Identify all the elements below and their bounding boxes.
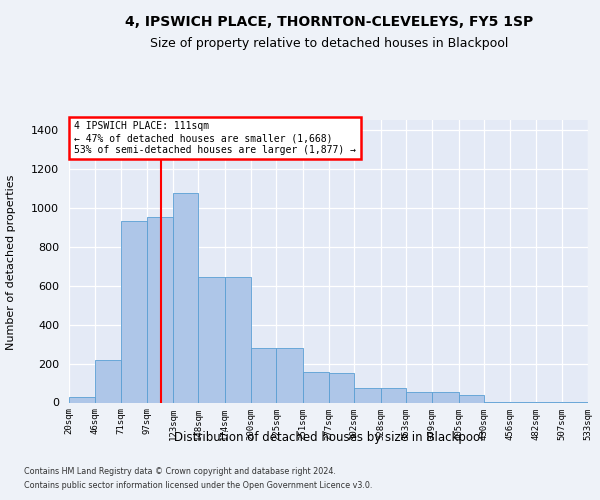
Text: Number of detached properties: Number of detached properties: [6, 175, 16, 350]
Bar: [303, 372, 329, 402]
Bar: [458, 395, 484, 402]
Bar: [380, 388, 406, 402]
Bar: [329, 374, 354, 402]
Bar: [277, 348, 303, 403]
Bar: [199, 277, 225, 402]
Text: Distribution of detached houses by size in Blackpool: Distribution of detached houses by size …: [174, 431, 484, 444]
Text: 4, IPSWICH PLACE, THORNTON-CLEVELEYS, FY5 1SP: 4, IPSWICH PLACE, THORNTON-CLEVELEYS, FY…: [125, 16, 533, 30]
Text: 4 IPSWICH PLACE: 111sqm
← 47% of detached houses are smaller (1,668)
53% of semi: 4 IPSWICH PLACE: 111sqm ← 47% of detache…: [74, 122, 356, 154]
Bar: [432, 392, 458, 402]
Bar: [95, 360, 121, 403]
Text: Contains HM Land Registry data © Crown copyright and database right 2024.: Contains HM Land Registry data © Crown c…: [24, 467, 336, 476]
Bar: [251, 348, 277, 403]
Bar: [225, 277, 251, 402]
Bar: [69, 396, 95, 402]
Text: Size of property relative to detached houses in Blackpool: Size of property relative to detached ho…: [149, 38, 508, 51]
Bar: [121, 222, 147, 402]
Text: Contains public sector information licensed under the Open Government Licence v3: Contains public sector information licen…: [24, 480, 373, 490]
Bar: [406, 392, 432, 402]
Bar: [173, 193, 199, 402]
Bar: [147, 218, 173, 402]
Bar: [354, 388, 380, 402]
